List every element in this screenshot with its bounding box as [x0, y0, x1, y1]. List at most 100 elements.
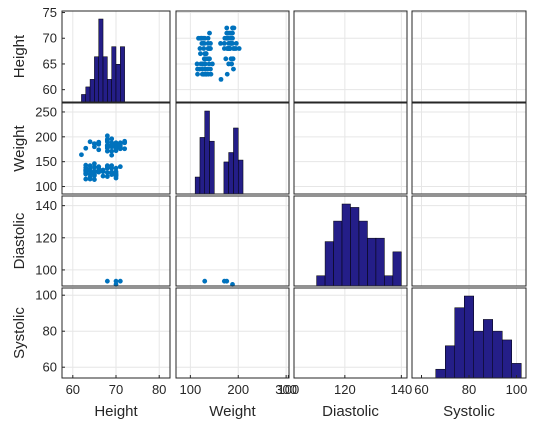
scatter-point	[113, 278, 119, 284]
panel-background	[294, 103, 407, 194]
panel-diastolic-vs-weight	[175, 195, 290, 287]
histogram-bar	[228, 152, 234, 195]
histogram-bar	[120, 46, 125, 103]
scatter-point	[87, 171, 93, 177]
scatter-point	[113, 169, 119, 175]
histogram-bar	[333, 220, 343, 287]
scatter-point	[224, 71, 230, 77]
panel-systolic-vs-systolic	[411, 287, 527, 379]
scatter-point	[227, 46, 233, 51]
y-tick-label: 140	[35, 198, 57, 213]
scatter-point	[87, 176, 93, 182]
x-tick-label: 100	[277, 382, 299, 397]
histogram-bar	[94, 56, 99, 103]
x-tick-label: 70	[109, 382, 123, 397]
x-tick-label: 80	[462, 382, 476, 397]
panel-weight-vs-systolic	[411, 102, 527, 195]
histogram-bar	[445, 345, 455, 379]
scatter-point	[92, 164, 97, 170]
panel-background	[294, 11, 407, 102]
panel-height-vs-diastolic	[293, 10, 408, 103]
scatter-point	[199, 66, 205, 72]
scatter-point	[197, 46, 203, 51]
x-tick-label: 100	[506, 382, 528, 397]
histogram-bar	[223, 161, 229, 195]
histogram-bar	[473, 330, 484, 379]
panel-border	[293, 195, 408, 287]
scatter-point	[122, 139, 128, 145]
histogram-bar	[367, 237, 377, 287]
x-axis-label: Systolic	[443, 403, 495, 420]
x-tick-label: 140	[390, 382, 412, 397]
scatter-point	[104, 133, 110, 139]
scatter-point	[205, 35, 211, 41]
scatter-point	[209, 61, 215, 67]
histogram-bar	[102, 56, 108, 103]
scatter-point	[83, 167, 89, 173]
scatter-point	[87, 166, 93, 172]
panel-height-vs-height	[61, 10, 171, 103]
scatter-point	[229, 61, 234, 67]
scatter-point	[207, 30, 212, 36]
scatter-point	[201, 46, 207, 51]
x-tick-label: 80	[152, 382, 166, 397]
scatter-point	[96, 147, 102, 153]
x-tick-label: 60	[414, 382, 428, 397]
histogram-bar	[350, 207, 360, 287]
panel-border	[61, 10, 171, 103]
scatter-point	[109, 163, 115, 169]
panel-systolic-vs-weight	[175, 287, 290, 379]
x-tick-label: 200	[227, 382, 249, 397]
scatter-point	[202, 51, 208, 57]
histogram-bar	[209, 140, 215, 195]
panel-background	[176, 288, 289, 378]
panel-border	[293, 287, 408, 379]
panel-height-vs-weight	[175, 10, 290, 103]
scatter-point	[195, 71, 200, 77]
x-axis-label: Height	[94, 403, 138, 420]
histogram-bar	[502, 339, 512, 379]
scatter-point	[208, 40, 213, 46]
scatter-point	[207, 56, 212, 62]
scatter-point	[83, 145, 89, 151]
scatter-point	[117, 164, 123, 170]
y-tick-label: 120	[35, 230, 57, 245]
panel-weight-vs-height	[61, 102, 171, 195]
histogram-bar	[237, 159, 244, 195]
scatter-point	[205, 66, 211, 72]
y-axis-label: Systolic	[11, 307, 28, 359]
panel-border	[411, 102, 527, 195]
scatter-point	[100, 173, 106, 179]
y-tick-label: 150	[35, 154, 57, 169]
histogram-bar	[341, 203, 351, 287]
histogram-bar	[435, 368, 446, 379]
scatter-point	[202, 278, 208, 284]
x-axis-label: Weight	[209, 403, 256, 420]
histogram-bar	[358, 220, 368, 287]
scatter-point	[92, 177, 97, 182]
scatter-point	[202, 35, 208, 41]
histogram-bar	[464, 295, 474, 379]
scatter-point	[113, 165, 119, 171]
scatter-point	[202, 56, 208, 62]
scatter-point	[221, 40, 227, 46]
scatter-point	[122, 146, 128, 152]
scatter-point	[87, 139, 93, 145]
scatter-point	[92, 170, 97, 176]
y-tick-label: 80	[43, 324, 57, 339]
panel-border	[293, 102, 408, 195]
scatter-point	[109, 169, 115, 175]
y-axis-label: Weight	[11, 124, 28, 171]
panel-systolic-vs-diastolic	[293, 287, 408, 379]
histogram-bar	[204, 110, 210, 195]
scatter-point	[104, 148, 110, 154]
histogram-bar	[89, 79, 95, 103]
scatter-point	[230, 56, 236, 62]
panel-border	[61, 195, 171, 287]
panel-systolic-vs-height	[61, 287, 171, 379]
histogram-bar	[392, 251, 402, 287]
scatter-point	[100, 169, 106, 175]
panel-border	[175, 102, 290, 195]
scatter-point	[230, 30, 235, 36]
